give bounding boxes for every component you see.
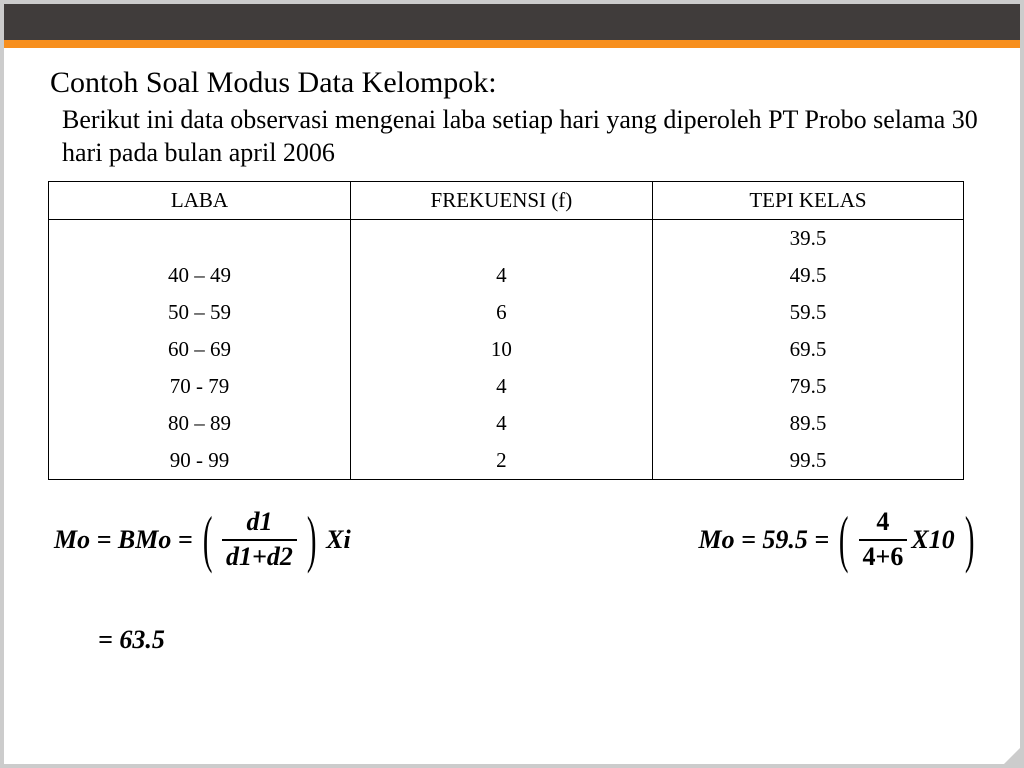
- cell-freq: 4: [350, 405, 652, 442]
- col-header-frekuensi: FREKUENSI (f): [350, 182, 652, 220]
- cell-laba: 80 – 89: [49, 405, 351, 442]
- formula-suffix: X10: [911, 525, 954, 555]
- fraction-denominator: d1+d2: [222, 539, 297, 572]
- cell-freq: 10: [350, 331, 652, 368]
- col-header-tepi: TEPI KELAS: [652, 182, 963, 220]
- table-row: 40 – 49 4 49.5: [49, 257, 964, 294]
- right-paren-icon: ): [307, 517, 317, 562]
- fraction: 4 4+6: [859, 508, 908, 571]
- slide-subtitle: Berikut ini data observasi mengenai laba…: [62, 104, 990, 169]
- resize-handle-icon: [1000, 744, 1024, 768]
- formula-numeric: Mo = 59.5 = ( 4 4+6 X10 ): [698, 508, 980, 571]
- cell-tepi: 99.5: [652, 442, 963, 480]
- cell-laba: 70 - 79: [49, 368, 351, 405]
- table-row: 90 - 99 2 99.5: [49, 442, 964, 480]
- fraction-numerator: 4: [872, 508, 893, 539]
- cell-laba: 50 – 59: [49, 294, 351, 331]
- header-accent-bar: [4, 40, 1020, 48]
- cell-laba: 40 – 49: [49, 257, 351, 294]
- cell-laba: 90 - 99: [49, 442, 351, 480]
- cell-freq: 2: [350, 442, 652, 480]
- left-paren-icon: (: [839, 517, 849, 562]
- col-header-laba: LABA: [49, 182, 351, 220]
- table-row: 60 – 69 10 69.5: [49, 331, 964, 368]
- table-row: 80 – 89 4 89.5: [49, 405, 964, 442]
- result-value: = 63.5: [98, 625, 990, 655]
- cell-freq: 4: [350, 368, 652, 405]
- cell-freq: 6: [350, 294, 652, 331]
- table-row: 70 - 79 4 79.5: [49, 368, 964, 405]
- formula-lhs: Mo = BMo =: [54, 525, 193, 555]
- cell-laba: 60 – 69: [49, 331, 351, 368]
- cell-tepi: 59.5: [652, 294, 963, 331]
- cell-freq: [350, 220, 652, 258]
- slide-title: Contoh Soal Modus Data Kelompok:: [50, 66, 990, 100]
- content-area: Contoh Soal Modus Data Kelompok: Berikut…: [4, 48, 1020, 655]
- formula-suffix: Xi: [326, 525, 351, 555]
- table-row: 39.5: [49, 220, 964, 258]
- cell-tepi: 79.5: [652, 368, 963, 405]
- table-header-row: LABA FREKUENSI (f) TEPI KELAS: [49, 182, 964, 220]
- table-row: 50 – 59 6 59.5: [49, 294, 964, 331]
- fraction-numerator: d1: [242, 508, 276, 539]
- cell-tepi: 39.5: [652, 220, 963, 258]
- cell-tepi: 89.5: [652, 405, 963, 442]
- cell-freq: 4: [350, 257, 652, 294]
- fraction-denominator: 4+6: [859, 539, 908, 572]
- left-paren-icon: (: [203, 517, 213, 562]
- frequency-table: LABA FREKUENSI (f) TEPI KELAS 39.5 40 – …: [48, 181, 964, 480]
- cell-tepi: 49.5: [652, 257, 963, 294]
- fraction: d1 d1+d2: [222, 508, 297, 571]
- formula-general: Mo = BMo = ( d1 d1+d2 ) Xi: [54, 508, 351, 571]
- header-dark-bar: [4, 4, 1020, 40]
- slide-container: Contoh Soal Modus Data Kelompok: Berikut…: [0, 0, 1024, 768]
- cell-laba: [49, 220, 351, 258]
- cell-tepi: 69.5: [652, 331, 963, 368]
- right-paren-icon: ): [965, 517, 975, 562]
- formula-lhs: Mo = 59.5 =: [698, 525, 829, 555]
- formulas-row: Mo = BMo = ( d1 d1+d2 ) Xi Mo = 59.5 = (…: [50, 508, 990, 571]
